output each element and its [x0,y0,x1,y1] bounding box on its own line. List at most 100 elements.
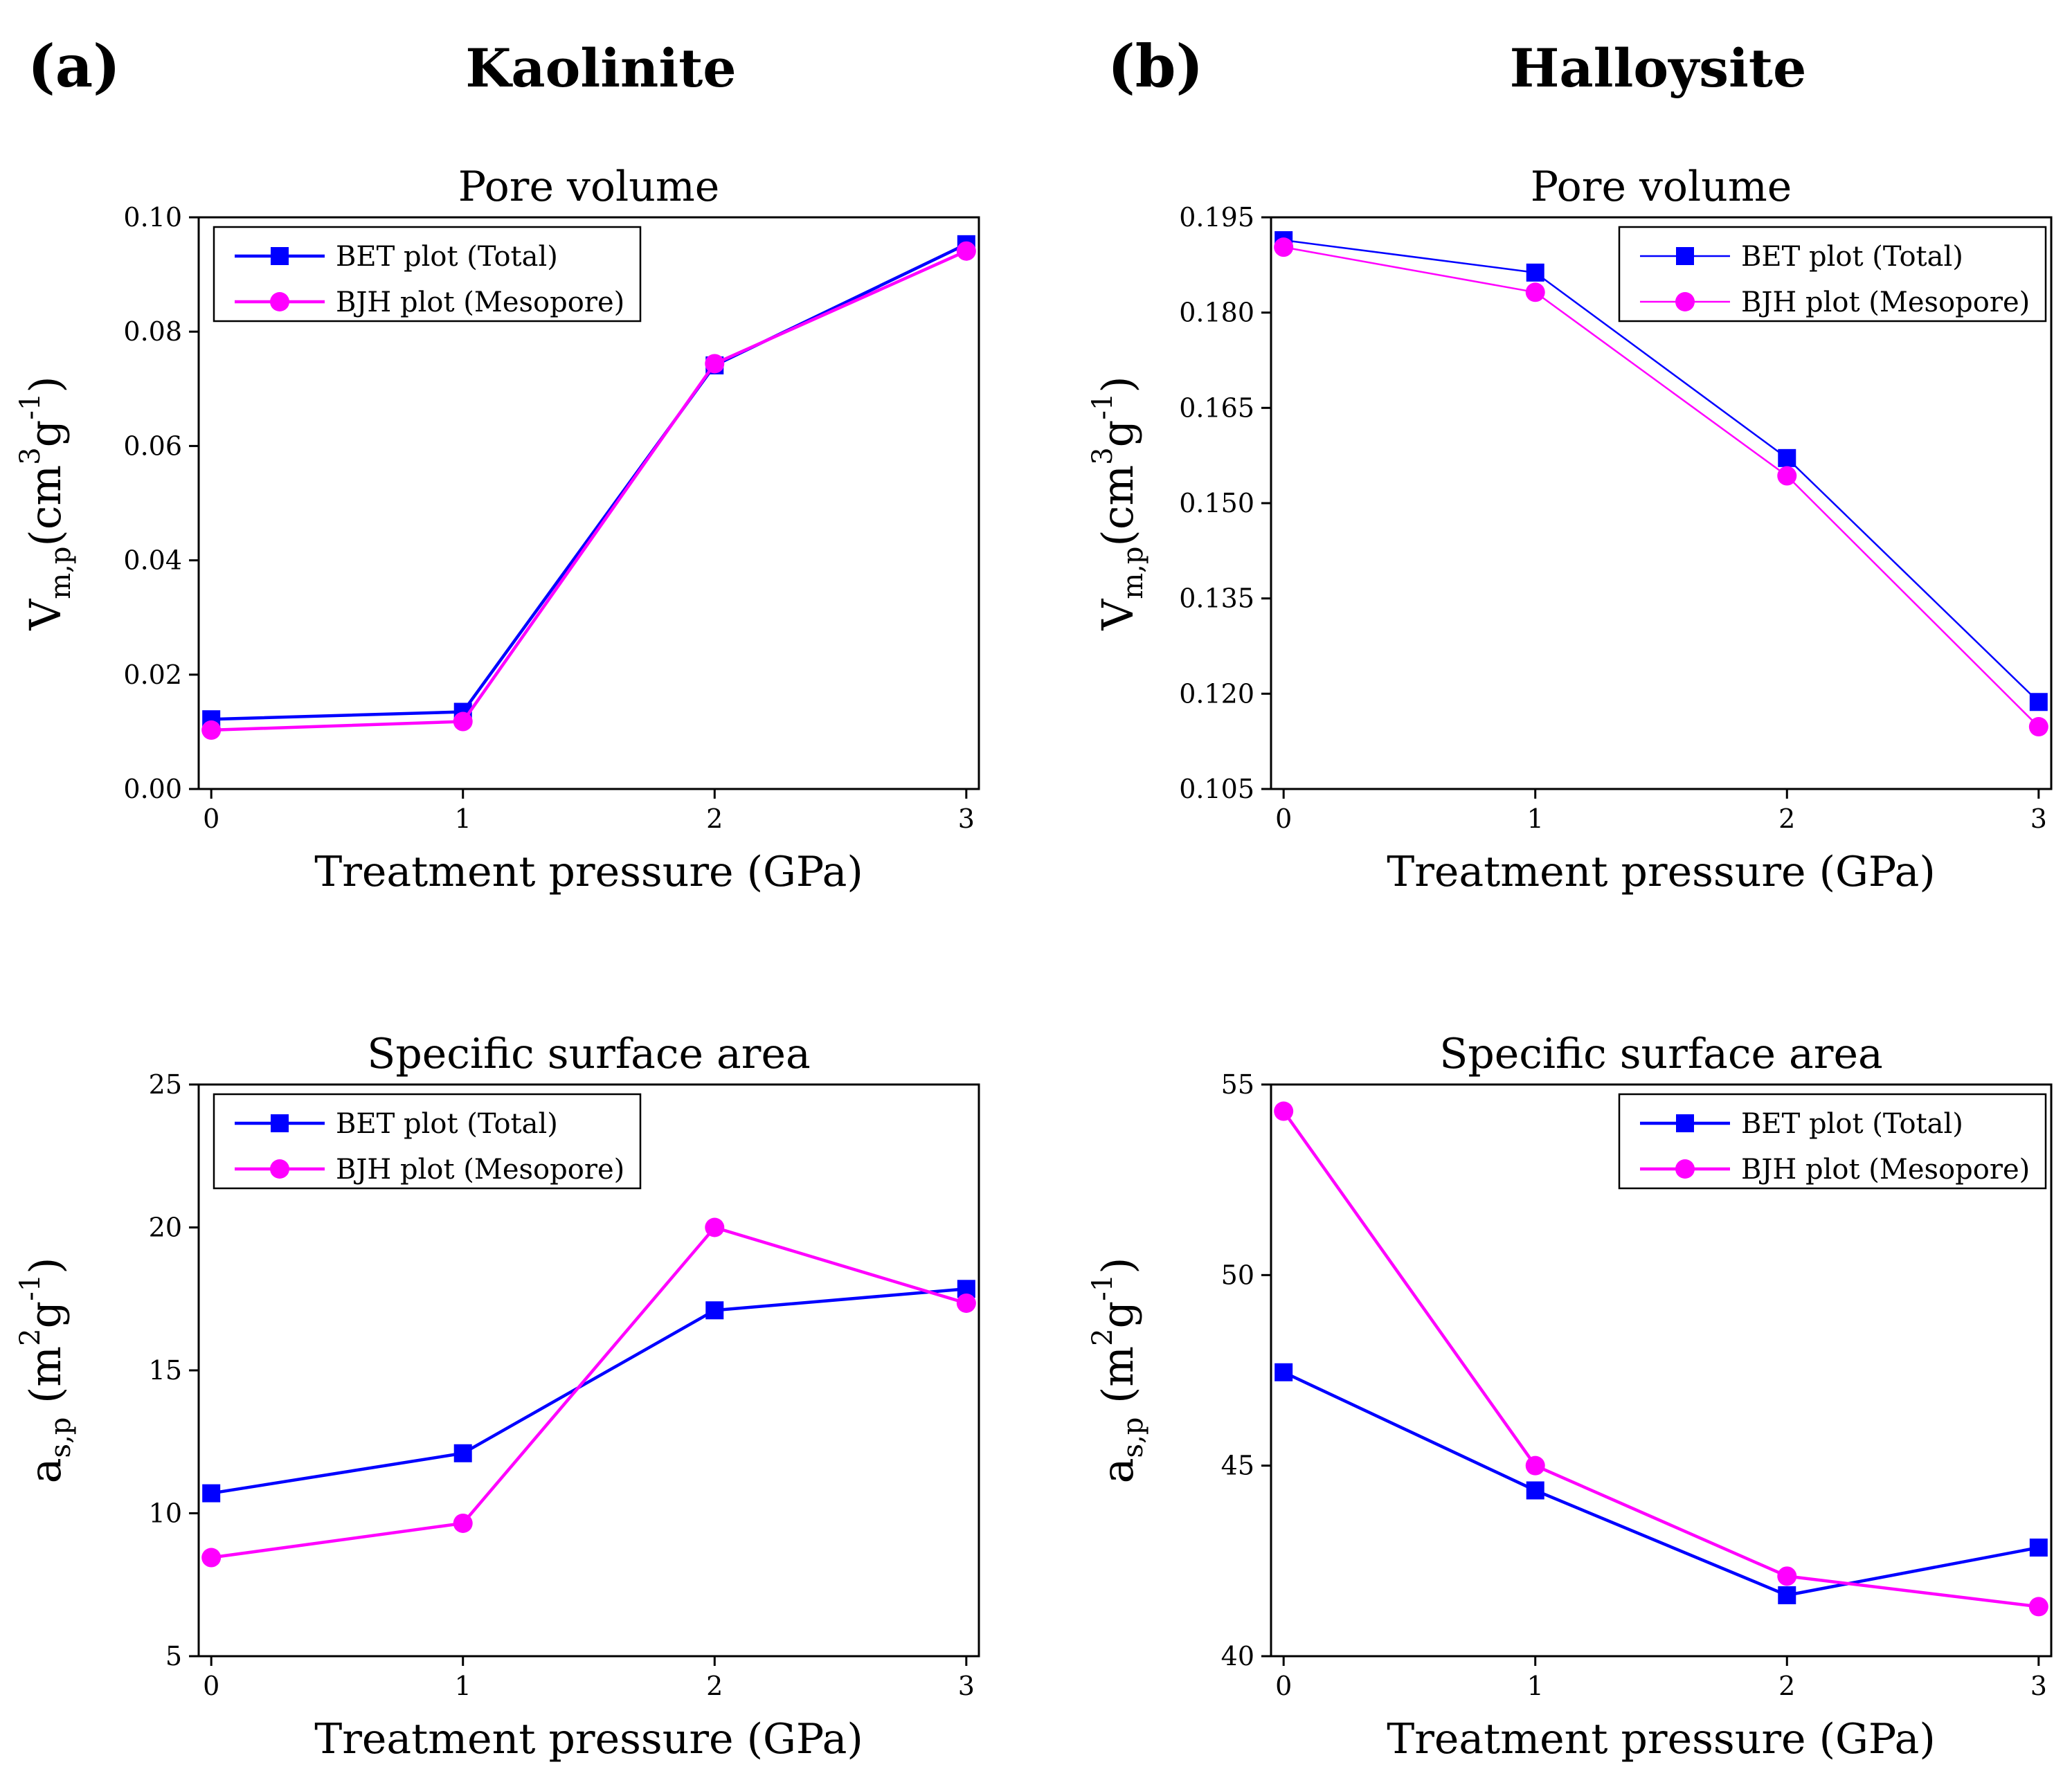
y-label-subscript: m,p [1117,547,1149,599]
x-axis-title: Treatment pressure (GPa) [1387,848,1936,896]
data-point [1274,1101,1294,1121]
y-tick-label: 10 [149,1498,182,1529]
chart-title: Pore volume [1531,163,1792,211]
y-tick-label: 0.180 [1179,298,1254,328]
y-tick-label: 0.04 [123,545,182,576]
x-tick-label: 1 [455,804,471,834]
legend: BET plot (Total) BJH plot (Mesopore) [213,226,642,323]
data-point [705,354,725,374]
data-point [1777,466,1797,486]
data-point [2028,1597,2048,1617]
data-point [1778,448,1796,467]
y-label-superscript: 2 [1087,1328,1119,1345]
legend-swatch-marker [270,1159,289,1179]
legend: BET plot (Total) BJH plot (Mesopore) [1618,1093,2047,1190]
series-line-1 [1282,1110,2039,1608]
x-tick-label: 1 [455,1671,471,1701]
data-point [956,241,976,261]
legend-swatch-marker [1675,292,1695,311]
x-tick-label: 0 [203,804,219,834]
series-line-0 [210,1287,967,1495]
y-label-unit: ) [20,376,71,392]
chart-kaolinite-surface-area: Specific surface area 0 1 2 3 5 10 15 20 25 Treatm… [15,1030,980,1763]
y-tick-label: 0.150 [1179,488,1254,518]
y-tick-label: 40 [1221,1641,1254,1671]
y-axis-title: as,p​ (m2​g-1​) [1087,1258,1149,1484]
x-tick-label: 2 [1778,804,1795,834]
y-tick-label: 0.00 [123,774,182,804]
plot-frame [197,216,980,790]
y-tick-label: 0.08 [123,316,182,347]
series-line-1 [211,249,967,732]
data-point [1526,263,1544,282]
plot-frame [1270,1083,2053,1658]
y-label-superscript: -1 [1087,1274,1119,1301]
series-line-1 [210,1226,967,1559]
legend-label: BET plot (Total) [336,1108,558,1140]
legend-label: BJH plot (Mesopore) [336,287,624,318]
chart-kaolinite-pore-volume: Pore volume 0 1 2 3 0.00 0.02 0.04 0.06 0.08 0.10 T… [15,163,980,896]
y-label-superscript: -1 [15,393,46,420]
y-tick-label: 0.135 [1179,583,1254,614]
data-point [1525,282,1545,302]
y-axis-title: Vm,p​(cm3​g-1​) [1087,376,1149,631]
y-label-subscript: m,p [45,547,77,599]
data-point [2029,693,2048,711]
y-tick-label: 0.06 [123,430,182,461]
x-tick-label: 2 [706,1671,723,1701]
data-point [453,1513,473,1533]
y-tick-label: 0.165 [1179,392,1254,423]
y-label-subscript: s,p [45,1417,77,1458]
chart-title: Specific surface area [367,1030,811,1078]
y-label-superscript: -1 [1087,393,1119,420]
y-label-superscript: -1 [15,1274,46,1301]
legend-label: BJH plot (Mesopore) [1741,1154,2030,1186]
x-tick-label: 2 [1778,1671,1795,1701]
data-point [202,1484,221,1503]
y-label-unit: g [20,420,71,448]
data-point [2029,1539,2048,1557]
chart-title: Pore volume [458,163,720,211]
y-tick-label: 45 [1221,1451,1254,1481]
y-tick-label: 55 [1221,1069,1254,1100]
y-label-unit: (cm [20,465,71,547]
y-label-symbol: a [1092,1458,1143,1483]
legend-label: BET plot (Total) [1741,241,1963,273]
legend-swatch-marker [1676,247,1694,265]
y-tick-label: 15 [149,1355,182,1386]
data-point [1778,1586,1796,1604]
legend-label: BJH plot (Mesopore) [1741,287,2030,318]
legend-swatch-marker [1676,1114,1694,1132]
series-line-1 [1283,246,2039,727]
legend-swatch-marker [271,1114,289,1132]
x-axis-title: Treatment pressure (GPa) [1387,1715,1936,1763]
series-line-0 [1283,239,2039,703]
data-point [1525,1455,1545,1476]
legend-label: BET plot (Total) [1741,1108,1963,1140]
chart-halloysite-surface-area: Specific surface area 0 1 2 3 40 45 50 55 Treatme… [1087,1030,2053,1763]
y-axis-title: Vm,p​(cm3​g-1​) [15,376,77,631]
y-label-unit: (m [20,1346,71,1417]
y-label-subscript: s,p [1117,1417,1149,1458]
panel-label-a: (a) [28,32,120,100]
legend-swatch-marker [1675,1159,1695,1179]
y-axis-title: as,p​ (m2​g-1​) [15,1258,77,1484]
data-point [1526,1481,1544,1500]
mineral-title-halloysite: Halloysite [1510,37,1807,99]
x-tick-label: 3 [2030,804,2047,834]
series-line-0 [211,242,967,721]
panel-label-b: (b) [1108,32,1203,100]
x-tick-label: 1 [1527,1671,1544,1701]
x-tick-label: 3 [958,804,975,834]
data-point [453,711,473,732]
data-point [1274,237,1294,257]
data-point [705,1217,725,1237]
y-label-unit: (cm [1092,465,1143,547]
y-label-symbol: a [20,1458,71,1483]
x-tick-label: 3 [958,1671,975,1701]
data-point [201,720,222,740]
data-point [956,1293,976,1313]
y-label-superscript: 2 [15,1328,46,1345]
x-axis-title: Treatment pressure (GPa) [314,848,863,896]
